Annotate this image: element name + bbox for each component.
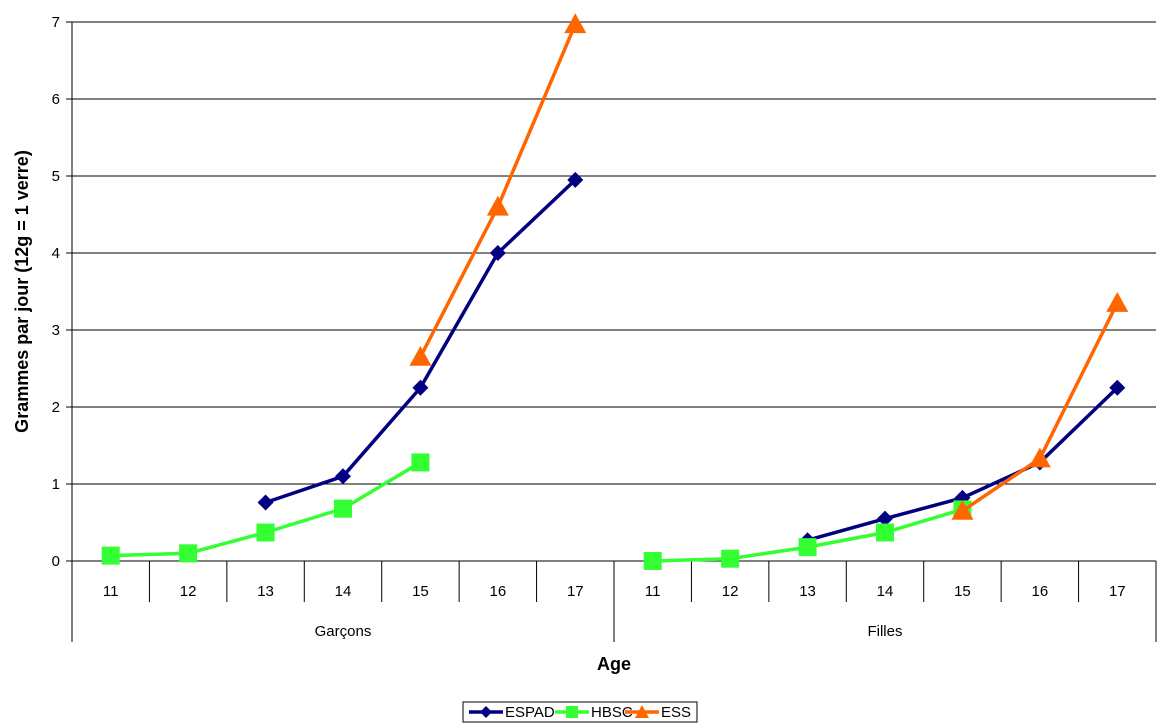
y-tick-label: 0 <box>52 553 60 570</box>
legend-label: ESPAD <box>505 704 555 721</box>
x-tick-labels: 11 12 13 14 15 16 17 11 12 13 14 15 16 17 <box>103 583 1126 600</box>
y-tick-label: 3 <box>52 322 60 339</box>
legend-marker <box>566 706 578 718</box>
y-tick-label: 1 <box>52 476 60 493</box>
x-tick-label: 13 <box>257 583 274 600</box>
x-tick-label: 16 <box>1032 583 1049 600</box>
legend-label: HBSC <box>591 704 633 721</box>
x-tick-label: 15 <box>954 583 971 600</box>
data-point-hbsc <box>798 538 817 557</box>
legend: ESPAD HBSC ESS <box>462 701 698 723</box>
data-point-hbsc <box>179 544 198 563</box>
y-tick-label: 5 <box>52 168 60 185</box>
x-tick-label: 15 <box>412 583 429 600</box>
legend-label: ESS <box>661 704 691 721</box>
data-point-espad <box>567 171 584 188</box>
data-point-ess <box>1028 447 1051 468</box>
data-point-hbsc <box>643 552 662 570</box>
data-point-hbsc <box>334 499 352 518</box>
y-tick-label: 4 <box>52 245 60 262</box>
legend-marker <box>480 706 492 718</box>
data-point-espad <box>257 494 274 511</box>
data-point-espad <box>877 510 893 527</box>
data-point-hbsc <box>101 546 120 565</box>
legend-item-hbsc: HBSC <box>555 704 633 721</box>
x-axis-title: Age <box>597 654 631 674</box>
x-tick-label: 14 <box>335 583 352 600</box>
y-tick-labels: 0 1 2 3 4 5 6 7 <box>52 14 60 570</box>
data-point-ess <box>951 499 974 520</box>
x-tick-label: 14 <box>877 583 894 600</box>
group-label: Filles <box>867 623 902 640</box>
data-point-hbsc <box>876 523 894 542</box>
series-hbsc <box>101 453 972 570</box>
data-point-ess <box>409 345 432 366</box>
y-tick-label: 6 <box>52 91 60 108</box>
data-point-espad <box>489 245 506 261</box>
axes <box>66 21 1157 642</box>
x-tick-label: 11 <box>103 583 119 600</box>
data-point-hbsc <box>256 523 275 542</box>
legend-marker <box>635 705 649 718</box>
series-line-ess <box>418 23 577 358</box>
data-point-espad <box>1109 379 1126 396</box>
data-point-ess <box>486 195 509 216</box>
x-tick-label: 17 <box>567 583 584 600</box>
group-labels: Garçons Filles <box>315 623 903 640</box>
y-tick-label: 2 <box>52 399 60 416</box>
x-tick-label: 17 <box>1109 583 1126 600</box>
data-point-hbsc <box>721 549 740 568</box>
x-tick-label: 11 <box>645 583 661 600</box>
data-point-espad <box>335 468 351 485</box>
series-ess <box>409 13 1129 520</box>
y-tick-label: 7 <box>52 14 60 31</box>
series-lines <box>101 13 1129 570</box>
data-point-ess <box>1106 292 1129 312</box>
series-espad <box>257 171 1126 549</box>
x-tick-label: 16 <box>490 583 507 600</box>
group-label: Garçons <box>315 623 372 640</box>
gridlines <box>72 21 1156 485</box>
x-tick-label: 12 <box>180 583 197 600</box>
data-point-espad <box>412 379 429 396</box>
y-axis-title: Grammes par jour (12g = 1 verre) <box>12 150 32 433</box>
data-point-hbsc <box>411 453 430 472</box>
x-tick-label: 12 <box>722 583 739 600</box>
legend-item-ess: ESS <box>625 704 691 721</box>
x-tick-label: 13 <box>799 583 816 600</box>
data-point-ess <box>564 13 587 34</box>
legend-item-espad: ESPAD <box>469 704 555 721</box>
